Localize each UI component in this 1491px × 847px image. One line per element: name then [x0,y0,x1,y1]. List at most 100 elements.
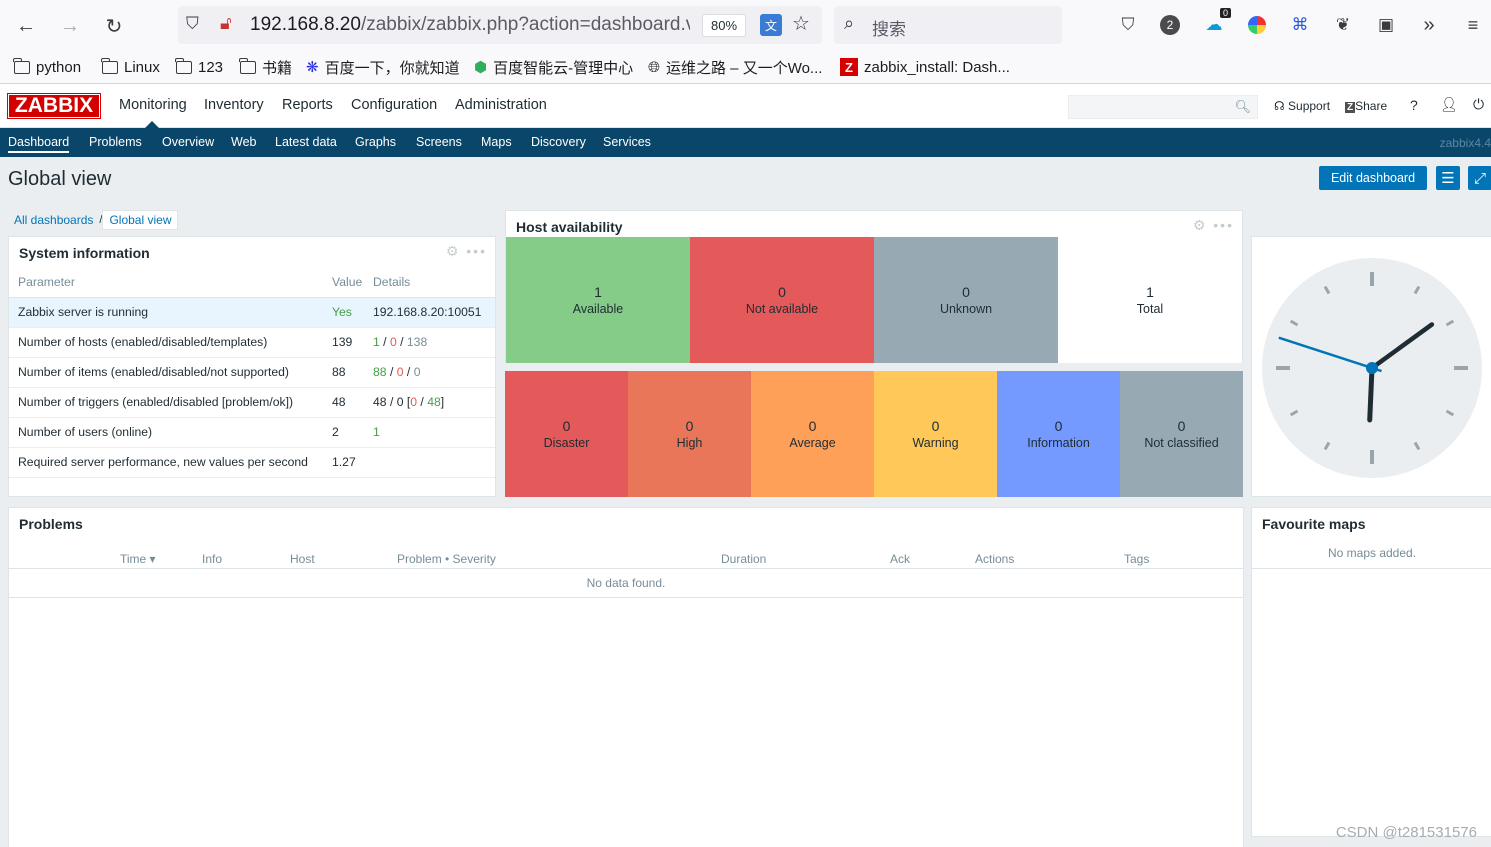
widget-tools: ⚙ ••• [446,243,487,260]
browser-search-box[interactable]: ⌕ 搜索 [834,6,1062,44]
detail-enabled: 88 [373,365,387,379]
url-host: 192.168.8.20 [250,14,361,35]
no-maps-message: No maps added. [1327,546,1417,560]
severity-count: 0 [808,418,817,434]
bookmark-123[interactable]: 123 [175,56,223,78]
bookmark-label: Linux [124,58,160,76]
sign-out-icon[interactable]: ⏻ [1473,96,1485,112]
severity-cell-disaster: 0 Disaster [505,371,628,497]
back-icon[interactable]: ← [16,14,36,37]
detail-sep: / [396,335,407,349]
menu-configuration[interactable]: Configuration [351,97,438,113]
more-icon[interactable]: ••• [1213,217,1234,233]
subnav-discovery[interactable]: Discovery [531,135,586,149]
breadcrumb-global-view[interactable]: Global view [102,210,179,230]
details-cell: 88 / 0 / 0 [373,357,495,388]
bookmark-baidu[interactable]: ❋ 百度一下，你就知道 [306,56,460,78]
menu-reports[interactable]: Reports [282,97,333,113]
table-row: Number of triggers (enabled/disabled [pr… [9,387,495,418]
param-cell: Required server performance, new values … [9,447,332,478]
favourite-maps-widget: Favourite maps No maps added. [1251,507,1491,837]
shield-icon[interactable]: ⛉ [186,14,199,33]
fullscreen-icon[interactable]: ⤢ [1468,166,1491,190]
subnav-problems[interactable]: Problems [89,135,142,149]
detail-sep: / [403,365,414,379]
extension-icon[interactable]: ☁ 0 [1203,8,1231,36]
system-information-widget: System information ⚙ ••• Parameter Value D… [8,236,496,497]
share-z-icon: Z [1345,102,1356,113]
severity-label: Disaster [543,436,590,450]
bookmark-baidu-cloud[interactable]: ⬢ 百度智能云-管理中心 [474,56,633,78]
column-actions: Actions [975,552,1015,566]
support-link[interactable]: ☊ Support [1274,99,1330,113]
share-link[interactable]: Z Share [1345,99,1387,113]
dashboard-menu-icon[interactable]: ☰ [1436,166,1460,190]
breadcrumb: All dashboards / Global view [8,210,179,230]
address-bar[interactable]: ⛉ 🔓︎ 192.168.8.20/zabbix/zabbix.php?acti… [178,6,822,44]
browser-chrome: ← → ↻ ⛉ 🔓︎ 192.168.8.20/zabbix/zabbix.ph… [0,0,1491,84]
url-text[interactable]: 192.168.8.20/zabbix/zabbix.php?action=da… [250,14,690,36]
table-row: Required server performance, new values … [9,447,495,478]
bookmark-python[interactable]: python [13,56,81,78]
help-icon[interactable]: ? [1410,97,1418,113]
severity-cell-information: 0 Information [997,371,1120,497]
zabbix-logo[interactable]: ZABBIX [7,93,101,119]
param-cell: Number of hosts (enabled/disabled/templa… [9,327,332,358]
menu-inventory[interactable]: Inventory [204,97,264,113]
pocket-icon[interactable]: ⛉ [1121,15,1135,34]
widget-title: System information [19,245,150,261]
breadcrumb-all-dashboards[interactable]: All dashboards [14,213,94,227]
column-header: Parameter [9,267,332,298]
forward-icon[interactable]: → [60,14,80,37]
column-duration: Duration [721,552,767,566]
share-label: Share [1355,99,1388,113]
subnav-maps[interactable]: Maps [481,135,512,149]
edit-dashboard-button[interactable]: Edit dashboard [1319,166,1427,190]
search-icon[interactable]: 🔍︎ [1234,99,1251,114]
severity-label: Information [1027,436,1090,450]
availability-label: Not available [745,302,819,316]
notification-badge[interactable]: 2 [1160,15,1180,35]
gear-icon[interactable]: ⚙ [445,243,461,259]
subnav-overview[interactable]: Overview [162,135,215,149]
color-picker-icon[interactable] [1248,16,1266,34]
cloud-hexagon-icon: ⬢ [474,59,488,76]
menu-monitoring[interactable]: Monitoring [119,97,187,113]
overflow-icon[interactable]: » [1423,13,1435,36]
details-cell [373,447,495,478]
insecure-lock-icon[interactable]: 🔓︎ [220,13,232,33]
gear-icon[interactable]: ⚙ [1192,217,1208,233]
zoom-level[interactable]: 80% [702,14,746,37]
user-profile-icon[interactable]: 👤︎ [1440,96,1458,112]
menu-administration[interactable]: Administration [455,97,547,113]
severity-label: Warning [912,436,959,450]
subnav-latest-data[interactable]: Latest data [275,135,337,149]
bookmark-linux[interactable]: Linux [101,56,160,78]
folder-icon [175,57,192,74]
translator-icon[interactable]: ⌘ [1291,15,1309,34]
translate-icon[interactable]: 文 [760,14,782,36]
param-cell: Zabbix server is running [9,297,332,328]
global-search-input[interactable]: 🔍︎ [1068,95,1258,119]
reload-icon[interactable]: ↻ [105,15,123,38]
folder-icon [239,57,256,74]
leaf-icon[interactable]: ❦ [1335,15,1351,34]
more-icon[interactable]: ••• [466,243,487,259]
subnav-graphs[interactable]: Graphs [355,135,396,149]
screenshot-icon[interactable]: ▣ [1377,15,1395,34]
subnav-dashboard[interactable]: Dashboard [8,135,70,153]
subnav-services[interactable]: Services [603,135,651,149]
subnav-web[interactable]: Web [231,135,257,149]
bookmark-books[interactable]: 书籍 [239,56,292,78]
column-time[interactable]: Time ▾ [120,552,156,566]
severity-label: High [676,436,703,450]
active-menu-pointer [145,121,159,128]
detail-problem: 0 [410,395,418,409]
bookmark-ops-blog[interactable]: 🌐︎ 运维之路 – 又一个Wo... [648,56,822,78]
detail-disabled: 0 [389,335,397,349]
bookmark-star-icon[interactable]: ☆ [792,13,810,35]
hamburger-menu-icon[interactable]: ≡ [1467,14,1479,35]
subnav-screens[interactable]: Screens [416,135,462,149]
details-cell: 1 / 0 / 138 [373,327,495,358]
